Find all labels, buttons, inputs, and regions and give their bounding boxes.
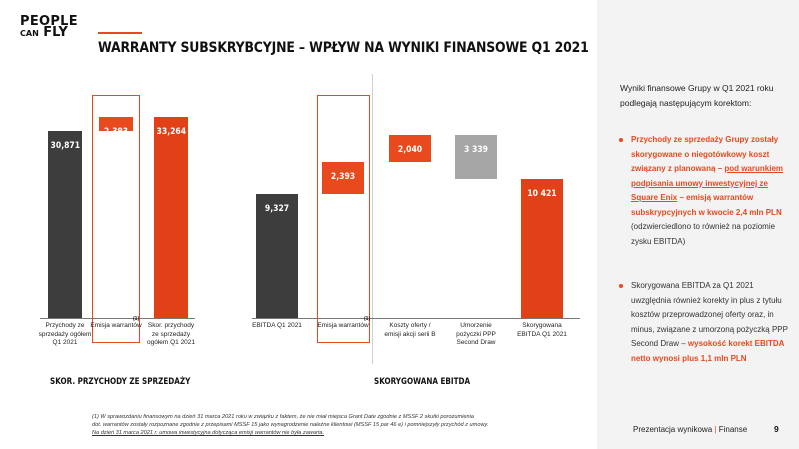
bar (99, 117, 133, 132)
category-label: Skor. przychody ze sprzedaży ogółem Q1 2… (146, 322, 196, 346)
bar (154, 117, 188, 318)
footer-label: Prezentacja wynikowa | Finanse (633, 425, 748, 434)
category-label: Emisja warrantów (90, 322, 142, 329)
bar (521, 179, 563, 318)
bar-value-label: 9,327 (264, 204, 290, 214)
footnote-marker: (1) (133, 316, 140, 322)
chart1-axis (40, 318, 195, 319)
bar (455, 135, 497, 180)
chart2-axis (252, 318, 580, 319)
category-label: EBITDA Q1 2021 (252, 322, 302, 329)
bar-value-label: 2,393 (103, 127, 129, 137)
page-number: 9 (774, 424, 779, 434)
bar-value-label: 33,264 (156, 127, 187, 137)
bar (48, 131, 82, 318)
logo-line-1: PEOPLE (20, 14, 78, 29)
bar-value-label: 2,393 (330, 172, 356, 183)
footnote-marker: (1) (364, 316, 371, 322)
bar-value-label: 2,040 (397, 145, 423, 156)
highlight-box (317, 95, 370, 343)
category-label: Umorzenie pożyczki PPP Second Draw (456, 322, 496, 346)
panel-bullet-ebitda: Skorygowana EBITDA za Q1 2021 uwzględnia… (619, 279, 789, 366)
category-label: Koszty oferty / emisji akcji serii B (384, 322, 436, 338)
chart-divider (372, 74, 373, 364)
category-label: Emisja warrantów (317, 322, 369, 329)
title-accent-line (98, 32, 142, 34)
company-logo: PEOPLE CAN FLY (20, 14, 78, 40)
bar-value-label: 3 339 (464, 145, 488, 156)
bar (322, 162, 364, 194)
bar (256, 194, 298, 318)
highlight-box (92, 95, 140, 343)
bullet-dot-icon (619, 284, 623, 288)
panel-bullet-revenue: Przychody ze sprzedaży Grupy zostały sko… (619, 133, 789, 249)
logo-line-2a: CAN (20, 29, 39, 38)
chart1-title: SKOR. PRZYCHODY ZE SPRZEDAŻY (50, 377, 191, 387)
category-label: Przychody ze sprzedaży ogółem Q1 2021 (38, 322, 92, 346)
category-label: Skorygowana EBITDA Q1 2021 (517, 322, 567, 338)
footnote: (1) W sprawozdaniu finansowym na dzień 3… (92, 414, 489, 436)
bar-value-label: 30,871 (50, 141, 81, 152)
panel-intro-text: Wyniki finansowe Grupy w Q1 2021 roku po… (620, 83, 774, 108)
chart2-title: SKORYGOWANA EBITDA (374, 377, 471, 387)
bar-value-label: 10 421 (527, 189, 557, 200)
bullet-dot-icon (619, 138, 623, 142)
logo-line-2b: FLY (43, 25, 68, 40)
page-title: WARRANTY SUBSKRYBCYJNE – WPŁYW NA WYNIKI… (98, 40, 589, 56)
right-panel (597, 0, 799, 449)
bar (389, 135, 431, 163)
